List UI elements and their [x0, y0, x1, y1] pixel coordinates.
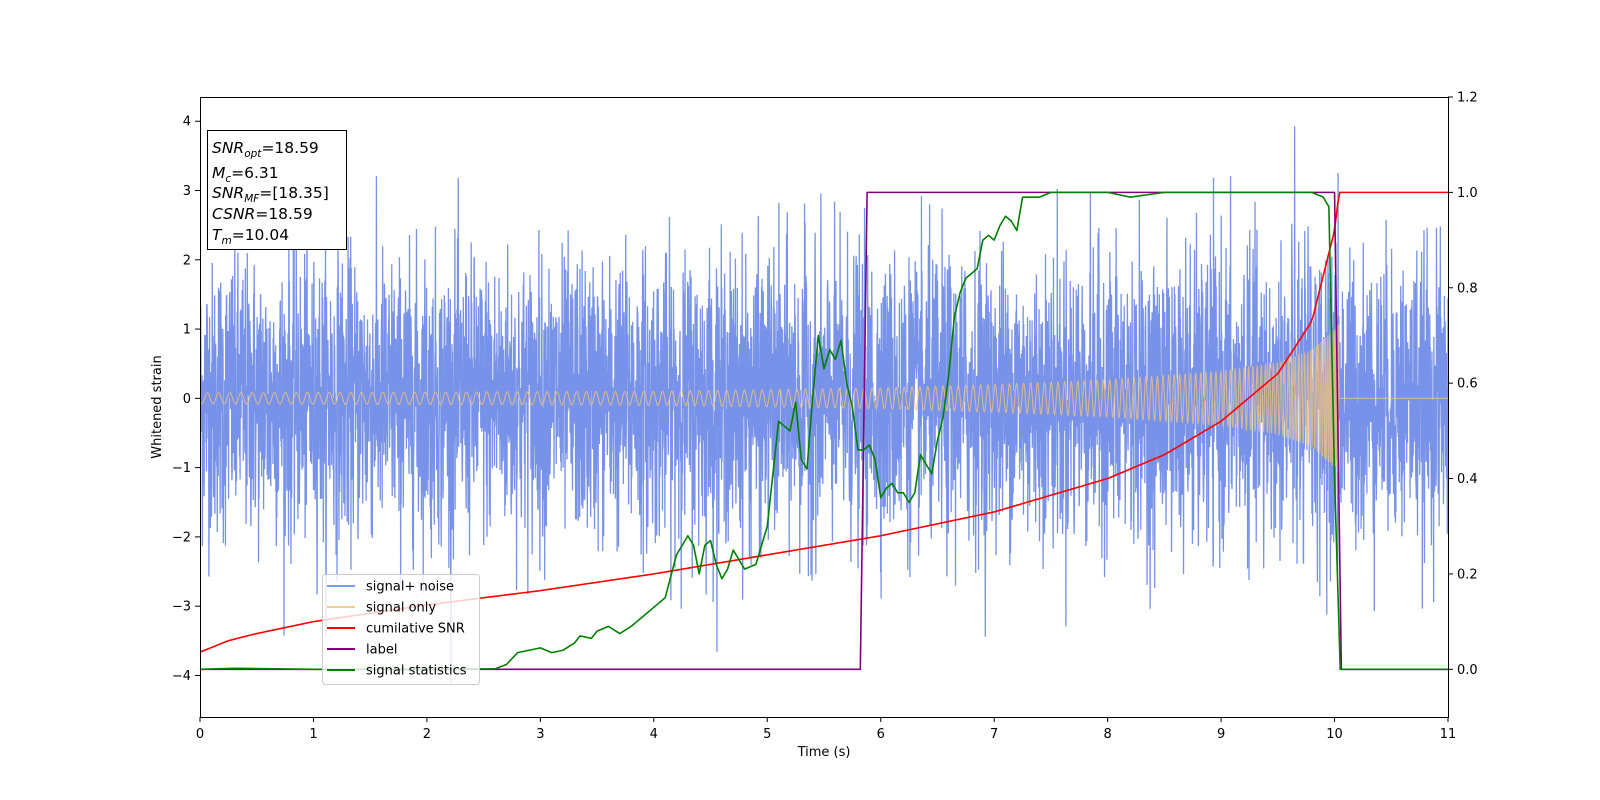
y2-tick-label: 0.6 — [1457, 377, 1478, 392]
y-tick-label: 4 — [183, 115, 191, 130]
plot-frame — [200, 97, 1449, 718]
y-axis-left: 4 3 2 1 0 −1 −2 −3 −4 — [172, 115, 200, 684]
series-signal-statistics — [200, 191, 1448, 671]
legend-entry: signal statistics — [366, 664, 467, 679]
x-tick-label: 0 — [196, 727, 204, 742]
stats-annotation-box: SNRopt=18.59 Mc=6.31SNRMF=[18.35]CSNR=18.… — [207, 130, 347, 250]
x-tick-label: 9 — [1217, 727, 1225, 742]
x-tick-label: 10 — [1326, 727, 1343, 742]
x-tick-label: 6 — [877, 727, 885, 742]
series-signal-only — [200, 324, 1448, 473]
y-tick-label: 0 — [183, 392, 191, 407]
x-tick-label: 7 — [990, 727, 998, 742]
y2-tick-label: 0.2 — [1457, 567, 1478, 582]
annotation-line: CSNR=18.59 — [212, 205, 313, 223]
y-tick-label: 3 — [183, 184, 191, 199]
annotation-frame — [207, 130, 347, 250]
y-axis-title: Whitened strain — [150, 355, 165, 458]
x-tick-label: 2 — [423, 727, 431, 742]
x-tick-label: 11 — [1440, 727, 1457, 742]
y-axis-right: 1.2 1.0 0.8 0.6 0.4 0.2 0.0 — [1448, 91, 1478, 678]
x-tick-label: 3 — [536, 727, 544, 742]
legend-frame — [322, 574, 480, 685]
y2-tick-label: 0.0 — [1457, 663, 1478, 678]
y-tick-label: −3 — [172, 600, 191, 615]
y-tick-label: −4 — [172, 669, 191, 684]
y2-tick-label: 0.4 — [1457, 472, 1478, 487]
y-tick-label: −2 — [172, 530, 191, 545]
x-tick-label: 8 — [1103, 727, 1111, 742]
y2-tick-label: 1.2 — [1457, 91, 1478, 106]
annotation-line: SNRMF=[18.35] — [212, 184, 329, 205]
x-tick-label: 5 — [763, 727, 771, 742]
x-tick-label: 1 — [309, 727, 317, 742]
annotation-line: Tm=10.04 — [212, 226, 289, 247]
legend-entry: signal only — [366, 601, 436, 616]
annotation-line: SNRopt=18.59 — [212, 139, 319, 160]
y-tick-label: 2 — [183, 253, 191, 268]
y2-tick-label: 0.8 — [1457, 281, 1478, 296]
legend: signal+ noise signal only cumilative SNR la… — [322, 574, 480, 685]
y-tick-label: −1 — [172, 461, 191, 476]
annotation-line: Mc=6.31 — [212, 164, 279, 185]
y2-tick-label: 1.0 — [1457, 186, 1478, 201]
legend-entry: label — [366, 643, 397, 658]
y-tick-label: 1 — [183, 323, 191, 338]
legend-entry: signal+ noise — [366, 580, 454, 595]
x-tick-label: 4 — [650, 727, 658, 742]
legend-entry: cumilative SNR — [366, 622, 465, 637]
x-axis: 0 1 2 3 4 5 6 7 8 9 10 11 — [196, 717, 1456, 742]
x-axis-title: Time (s) — [797, 745, 851, 760]
